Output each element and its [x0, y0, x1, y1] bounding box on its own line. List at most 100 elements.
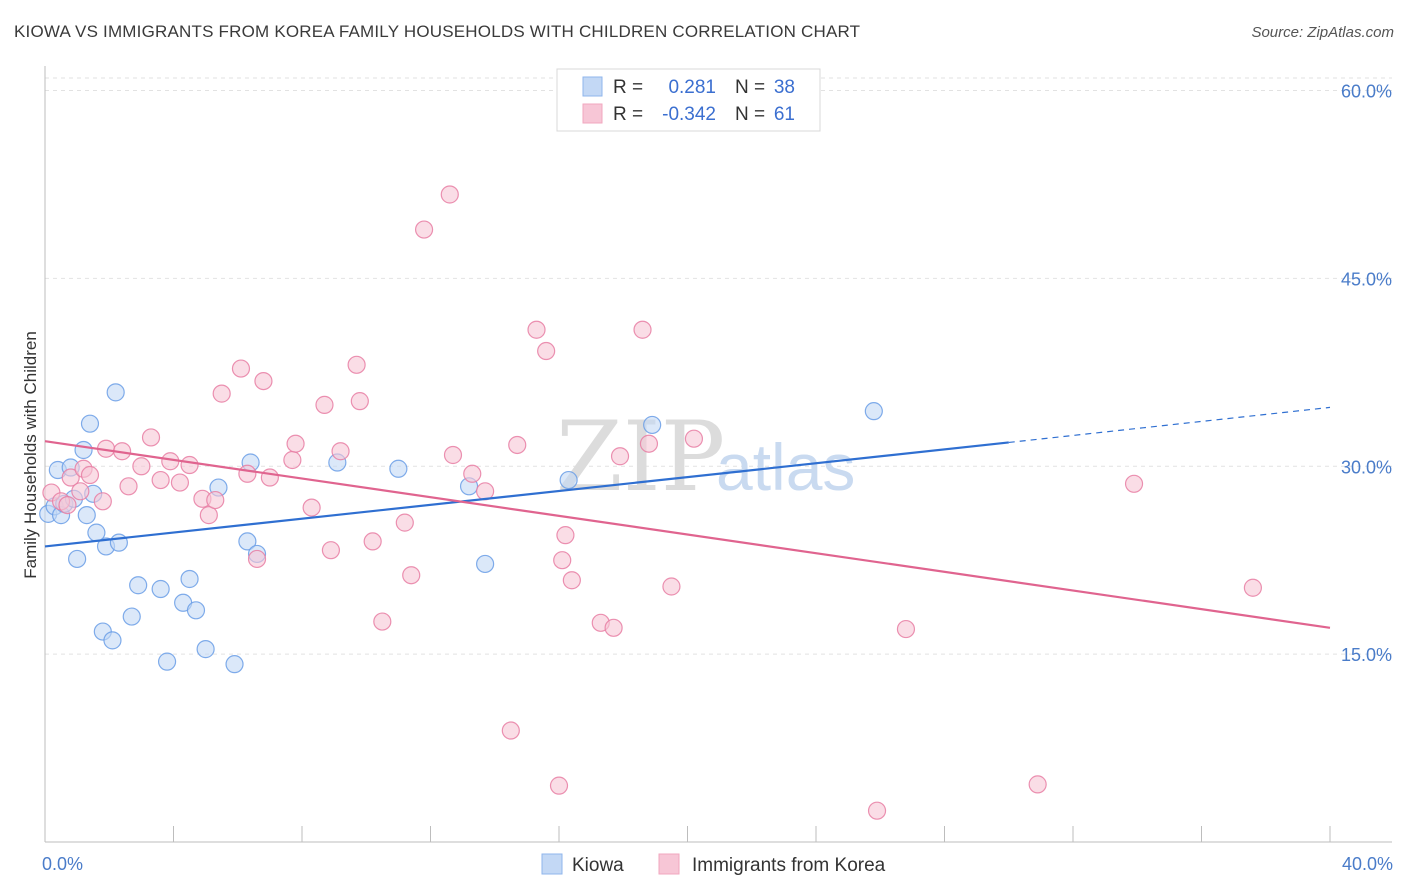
point-kiowa [106, 383, 125, 402]
point-korea [527, 320, 546, 339]
point-korea [604, 618, 623, 637]
point-korea [402, 566, 421, 585]
point-korea [1028, 775, 1047, 794]
point-kiowa [74, 440, 93, 460]
legend-n-label: N = [735, 77, 765, 98]
legend-r-label: R = [613, 104, 643, 125]
trend-line-korea [44, 440, 1331, 629]
x-tick-label: 40.0% [1342, 854, 1393, 874]
point-kiowa [103, 631, 122, 650]
point-kiowa [389, 459, 408, 478]
point-korea [260, 468, 279, 487]
point-korea [302, 498, 321, 517]
legend-swatch-korea [658, 853, 680, 875]
legend-swatch-kiowa [582, 76, 603, 97]
point-korea [373, 612, 392, 631]
y-tick-label: 60.0% [1341, 82, 1392, 102]
point-korea [315, 395, 334, 414]
series-legend: Kiowa Immigrants from Korea [541, 853, 886, 876]
point-korea [199, 506, 218, 525]
y-axis-label: Family Households with Children [21, 331, 40, 579]
point-korea [206, 490, 225, 510]
point-korea [170, 473, 190, 492]
point-kiowa [864, 402, 883, 421]
legend-r-value: -0.342 [662, 104, 716, 125]
point-korea [414, 220, 434, 239]
trend-lines [44, 406, 1331, 629]
legend-label-kiowa: Kiowa [572, 855, 624, 876]
legend-label-korea: Immigrants from Korea [692, 855, 886, 876]
watermark: ZIP atlas [556, 401, 855, 513]
axes [44, 66, 1392, 843]
point-korea [283, 450, 302, 470]
point-korea [1124, 474, 1144, 493]
point-kiowa [68, 549, 87, 569]
point-kiowa [238, 532, 257, 551]
point-korea [350, 392, 369, 411]
point-korea [141, 428, 161, 447]
x-tick-label: 0.0% [42, 854, 83, 874]
point-korea [556, 526, 575, 545]
y-tick-label: 15.0% [1341, 645, 1392, 665]
correlation-legend: R = 0.281 N = 38 R = -0.342 N = 61 [556, 68, 821, 132]
point-korea [553, 551, 572, 570]
source-label: Source: ZipAtlas.com [1251, 24, 1394, 41]
legend-r-label: R = [613, 77, 643, 98]
point-korea [347, 355, 366, 374]
point-korea [549, 776, 569, 795]
point-korea [180, 455, 199, 475]
legend-n-value: 61 [774, 104, 795, 125]
point-korea [61, 468, 80, 487]
y-tick-label: 30.0% [1341, 457, 1392, 477]
watermark-zip: ZIP [556, 401, 725, 513]
legend-r-value: 0.281 [668, 77, 716, 98]
point-kiowa [180, 569, 199, 589]
point-korea [151, 470, 170, 490]
point-korea [639, 434, 659, 453]
point-korea [71, 482, 90, 501]
point-korea [440, 185, 459, 204]
point-korea [443, 445, 463, 465]
trend-line-kiowa-extension [1008, 406, 1331, 444]
point-korea [238, 464, 257, 483]
point-korea [132, 457, 151, 476]
point-korea [363, 532, 382, 551]
legend-n-label: N = [735, 104, 765, 125]
point-kiowa [80, 414, 100, 433]
point-korea [321, 541, 341, 560]
point-kiowa [559, 470, 578, 490]
point-korea [212, 384, 231, 403]
tick-labels: 15.0% 30.0% 45.0% 60.0% 0.0% 40.0% [42, 82, 1393, 874]
point-kiowa [225, 655, 244, 674]
point-korea [896, 619, 916, 639]
point-kiowa [643, 415, 662, 435]
legend-n-value: 38 [774, 77, 795, 98]
point-korea [562, 571, 581, 590]
point-korea [684, 429, 704, 448]
point-korea [80, 465, 100, 485]
point-korea [501, 721, 520, 740]
point-korea [867, 801, 887, 820]
trend-line-kiowa [44, 441, 1009, 548]
point-kiowa [122, 607, 141, 626]
y-tick-label: 45.0% [1341, 269, 1392, 289]
point-korea [93, 492, 112, 511]
point-kiowa [151, 579, 170, 599]
point-korea [254, 371, 273, 391]
point-kiowa [157, 652, 177, 671]
point-korea [231, 359, 251, 378]
point-kiowa [476, 554, 495, 574]
legend-row-korea: R = -0.342 N = 61 [582, 103, 795, 125]
point-korea [286, 434, 305, 453]
legend-row-kiowa: R = 0.281 N = 38 [582, 76, 795, 98]
point-korea [58, 495, 77, 515]
point-korea [331, 442, 350, 461]
point-korea [463, 464, 482, 483]
point-korea [247, 549, 267, 569]
point-kiowa [196, 640, 215, 659]
legend-swatch-kiowa [541, 853, 563, 875]
point-korea [537, 341, 556, 361]
point-korea [662, 577, 681, 596]
point-kiowa [186, 601, 206, 620]
